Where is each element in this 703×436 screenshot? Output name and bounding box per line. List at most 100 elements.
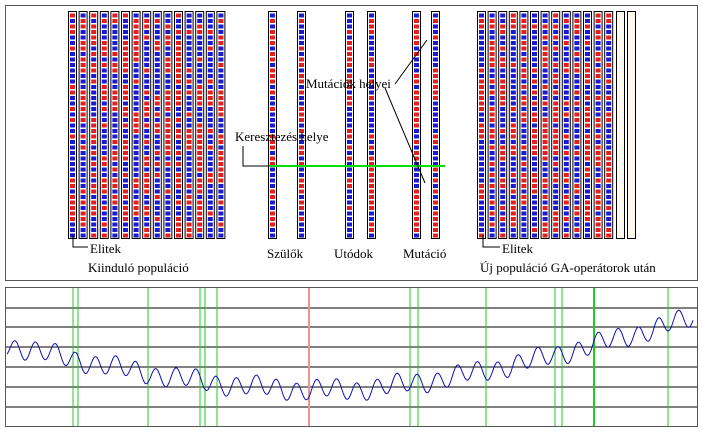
gene [606, 123, 612, 128]
gene [532, 19, 537, 23]
gene [186, 68, 192, 73]
gene [197, 123, 203, 128]
gene [414, 140, 419, 144]
gene [574, 57, 580, 62]
gene [585, 13, 590, 18]
gene [510, 178, 516, 183]
gene [144, 178, 150, 183]
gene [154, 24, 160, 29]
gene [186, 41, 192, 45]
gene [595, 52, 601, 56]
gene [207, 195, 213, 199]
gene [123, 156, 128, 161]
gene [510, 228, 516, 232]
gene [510, 68, 516, 73]
gene [521, 19, 527, 23]
gene [479, 206, 484, 210]
gene [207, 96, 213, 100]
gene [479, 129, 484, 133]
gene [218, 68, 224, 73]
gene [510, 134, 516, 139]
gene [112, 107, 118, 111]
gene [101, 52, 107, 56]
gene [270, 63, 275, 67]
gene [489, 222, 495, 227]
gene [197, 167, 203, 172]
gene [218, 173, 224, 177]
gene [489, 19, 495, 23]
gene [595, 79, 601, 84]
gene [186, 123, 192, 128]
gene [154, 90, 160, 95]
gene [176, 41, 181, 45]
gene [186, 52, 192, 56]
gene [585, 90, 590, 95]
gene [574, 156, 580, 161]
gene [606, 167, 612, 172]
gene [101, 145, 107, 150]
gene [414, 30, 419, 34]
gene [123, 178, 128, 183]
gene [369, 35, 374, 40]
gene [433, 140, 438, 144]
gene [176, 68, 181, 73]
gene [563, 74, 569, 78]
gene [101, 134, 107, 139]
gene [186, 156, 192, 161]
gene [91, 195, 97, 199]
gene [91, 101, 97, 106]
gene [101, 233, 107, 238]
gene [414, 41, 419, 45]
gene [574, 79, 580, 84]
gene [606, 217, 612, 221]
gene [112, 173, 118, 177]
gene [133, 41, 139, 45]
gene [563, 217, 569, 221]
gene [563, 30, 569, 34]
gene [595, 118, 601, 122]
gene [595, 200, 601, 205]
gene [123, 41, 128, 45]
gene [207, 35, 213, 40]
gene [489, 35, 495, 40]
gene [165, 118, 171, 122]
gene [542, 30, 548, 34]
signal [6, 309, 694, 401]
gene [563, 228, 569, 232]
gene [479, 178, 484, 183]
gene [270, 184, 275, 188]
gene [218, 107, 224, 111]
gene [542, 96, 548, 100]
gene [101, 200, 107, 205]
gene [176, 52, 181, 56]
gene [479, 217, 484, 221]
gene [489, 13, 495, 18]
gene [144, 74, 150, 78]
gene [154, 156, 160, 161]
gene [563, 206, 569, 210]
gene [347, 79, 352, 84]
gene [500, 184, 506, 188]
gene [270, 173, 275, 177]
gene [144, 46, 150, 51]
gene [347, 195, 352, 199]
gene [433, 13, 438, 18]
gene [144, 200, 150, 205]
gene [165, 90, 171, 95]
gene [112, 74, 118, 78]
gene [133, 123, 139, 128]
gene [414, 189, 419, 194]
chromosome [627, 11, 636, 239]
gene [91, 145, 97, 150]
gene [542, 167, 548, 172]
gene [532, 173, 537, 177]
gene [207, 57, 213, 62]
gene [414, 184, 419, 188]
gene [595, 90, 601, 95]
gene [369, 96, 374, 100]
gene [595, 41, 601, 45]
gene [176, 74, 181, 78]
gene [414, 85, 419, 89]
gene [154, 222, 160, 227]
gene [144, 90, 150, 95]
